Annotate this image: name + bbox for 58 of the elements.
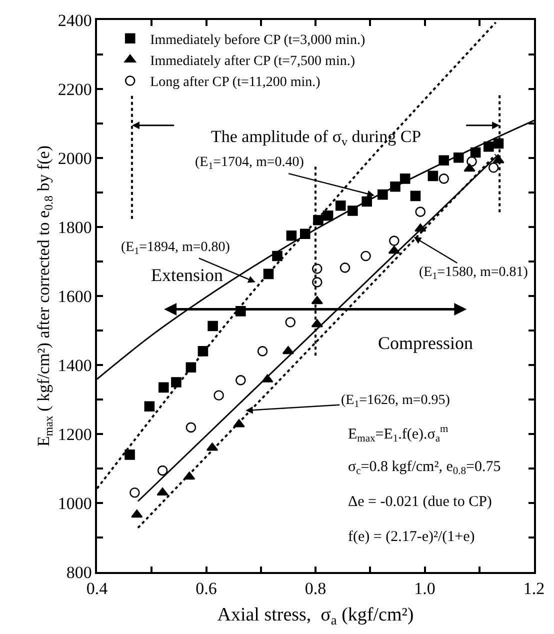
point xyxy=(130,488,140,498)
annotation: The amplitude of σ$_{v}$ during CP xyxy=(211,127,422,149)
annotation: Δe = -0.021 (due to CP) xyxy=(348,494,492,510)
point xyxy=(286,230,297,241)
annotation: f(e) = (2.17-e)²/(1+e) xyxy=(348,529,475,545)
annotation: (E$_{1}$=1626, m=0.95) xyxy=(341,393,450,410)
annotation: (E$_{1}$=1580, m=0.81) xyxy=(419,265,528,282)
y-tick-label: 1800 xyxy=(58,218,92,237)
x-tick-label: 0.8 xyxy=(304,579,326,598)
y-tick-label: 1000 xyxy=(58,494,92,513)
point xyxy=(335,200,346,211)
point xyxy=(360,250,371,262)
point xyxy=(131,510,143,518)
point xyxy=(466,156,477,167)
y-tick-label: 2000 xyxy=(58,148,92,168)
legend-label: Immediately after CP (t=7,500 min.) xyxy=(150,54,356,70)
point xyxy=(156,488,168,496)
point xyxy=(464,164,476,172)
annotation: Extension xyxy=(151,265,223,285)
y-tick-label: 1400 xyxy=(58,356,92,375)
point xyxy=(322,210,334,221)
annotation: σ$_{c}$=0.8 kgf/cm², e$_{0.8}$=0.75 xyxy=(348,459,501,478)
point xyxy=(484,141,494,152)
point xyxy=(157,465,168,476)
point xyxy=(257,346,268,356)
y-tick-label: 1600 xyxy=(58,286,92,306)
point xyxy=(214,390,224,401)
point xyxy=(340,262,350,273)
point xyxy=(236,375,246,386)
point xyxy=(208,320,218,332)
annotation: Compression xyxy=(378,333,474,353)
y-tick-label: 2200 xyxy=(58,80,92,99)
point xyxy=(285,317,296,328)
point xyxy=(124,450,135,460)
x-tick-label: 1.2 xyxy=(523,579,545,598)
x-tick-label: 1.0 xyxy=(414,579,436,598)
point xyxy=(428,170,438,182)
legend-label: Immediately before CP (t=3,000 min.) xyxy=(150,32,366,48)
annotation: (E$_{1}$=1704, m=0.40) xyxy=(195,155,304,172)
x-tick-label: 0.4 xyxy=(86,579,108,598)
point xyxy=(488,162,499,173)
y-tick-label: 800 xyxy=(66,562,92,582)
annotation: (E$_{1}$=1894, m=0.80) xyxy=(121,240,230,257)
point xyxy=(171,377,182,388)
point xyxy=(389,236,400,246)
x-axis-title: Axial stress, σ$_{a}$ (kgf/cm²) xyxy=(217,604,414,628)
point xyxy=(415,206,426,217)
point xyxy=(438,174,450,184)
point xyxy=(312,264,322,274)
point xyxy=(144,401,155,412)
point xyxy=(186,422,196,433)
point xyxy=(312,277,322,288)
y-tick-label: 2400 xyxy=(58,10,92,30)
point xyxy=(158,382,169,393)
y-tick-label: 1200 xyxy=(58,424,92,444)
legend-label: Long after CP (t=11,200 min.) xyxy=(150,75,321,90)
x-tick-label: 0.6 xyxy=(196,579,217,598)
point xyxy=(410,190,421,202)
